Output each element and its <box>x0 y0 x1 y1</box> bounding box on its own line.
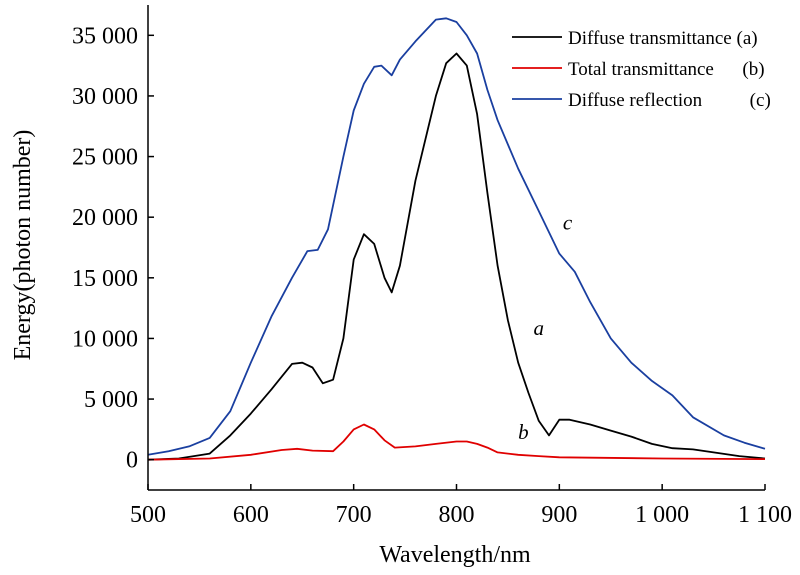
y-tick-label: 20 000 <box>72 205 138 231</box>
legend-label: Diffuse reflection (c) <box>568 90 771 111</box>
x-tick-label: 1 000 <box>635 502 689 528</box>
curve-labels: a b c <box>518 210 573 444</box>
y-tick-label: 35 000 <box>72 23 138 49</box>
x-tick-label: 800 <box>439 502 475 528</box>
curve-label-c: c <box>563 210 573 234</box>
x-tick-label: 900 <box>541 502 577 528</box>
x-tick-label: 500 <box>130 502 166 528</box>
x-tick-label: 600 <box>233 502 269 528</box>
legend-label: Diffuse transmittance (a) <box>568 28 758 49</box>
series-line-a <box>147 52 766 461</box>
y-tick-label: 15 000 <box>72 266 138 292</box>
x-axis-title: Wavelength/nm <box>379 542 531 568</box>
series-line-c <box>147 17 766 456</box>
y-axis: 0 5 000 10 000 15 000 20 000 25 000 30 000 35 0… <box>72 5 154 490</box>
curve-label-a: a <box>534 316 545 340</box>
x-tick-label: 1 100 <box>738 502 792 528</box>
plot-area <box>147 17 766 461</box>
series-line-b <box>147 423 766 461</box>
legend: Diffuse transmittance (a) Total transmitt… <box>512 28 771 111</box>
y-tick-label: 30 000 <box>72 84 138 110</box>
curve-label-b: b <box>518 420 529 444</box>
legend-label: Total transmittance (b) <box>568 59 765 80</box>
x-tick-label: 700 <box>336 502 372 528</box>
y-tick-label: 10 000 <box>72 326 138 352</box>
y-tick-label: 25 000 <box>72 145 138 171</box>
y-axis-title: Energy(photon number) <box>10 130 36 361</box>
y-tick-label: 5 000 <box>84 387 138 413</box>
y-tick-label: 0 <box>126 448 138 474</box>
x-axis: 500 600 700 800 900 1 000 1 100 <box>130 484 792 528</box>
